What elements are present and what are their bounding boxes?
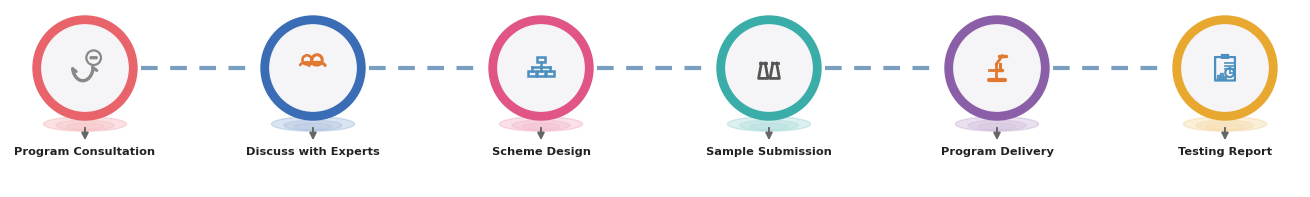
- Circle shape: [42, 25, 128, 111]
- Ellipse shape: [979, 123, 1015, 130]
- Circle shape: [489, 16, 593, 120]
- Ellipse shape: [43, 117, 127, 131]
- Ellipse shape: [1196, 120, 1254, 130]
- Ellipse shape: [1183, 117, 1267, 131]
- Circle shape: [498, 25, 584, 111]
- Ellipse shape: [740, 120, 798, 130]
- Circle shape: [726, 25, 812, 111]
- Ellipse shape: [523, 123, 559, 130]
- Ellipse shape: [751, 123, 787, 130]
- Ellipse shape: [727, 117, 811, 131]
- Circle shape: [33, 16, 138, 120]
- Text: Program Consultation: Program Consultation: [14, 147, 156, 157]
- Ellipse shape: [955, 117, 1039, 131]
- Circle shape: [96, 57, 97, 59]
- Text: Program Delivery: Program Delivery: [941, 147, 1053, 157]
- Ellipse shape: [968, 120, 1026, 130]
- Bar: [1224, 76, 1226, 79]
- Circle shape: [945, 16, 1049, 120]
- Circle shape: [954, 25, 1040, 111]
- Circle shape: [93, 57, 94, 59]
- Ellipse shape: [271, 117, 355, 131]
- Circle shape: [270, 25, 356, 111]
- Circle shape: [261, 16, 365, 120]
- Circle shape: [1182, 25, 1268, 111]
- Ellipse shape: [1207, 123, 1243, 130]
- Ellipse shape: [295, 123, 331, 130]
- FancyBboxPatch shape: [1222, 55, 1229, 58]
- Ellipse shape: [512, 120, 570, 130]
- Text: Sample Submission: Sample Submission: [706, 147, 832, 157]
- Bar: [1221, 73, 1222, 79]
- Circle shape: [717, 16, 821, 120]
- Text: Testing Report: Testing Report: [1178, 147, 1272, 157]
- Ellipse shape: [67, 123, 103, 130]
- Bar: [1217, 75, 1220, 79]
- Ellipse shape: [56, 120, 114, 130]
- Text: Scheme Design: Scheme Design: [491, 147, 591, 157]
- Ellipse shape: [284, 120, 342, 130]
- Ellipse shape: [499, 117, 583, 131]
- Circle shape: [90, 57, 92, 59]
- Text: Discuss with Experts: Discuss with Experts: [246, 147, 380, 157]
- Circle shape: [1172, 16, 1277, 120]
